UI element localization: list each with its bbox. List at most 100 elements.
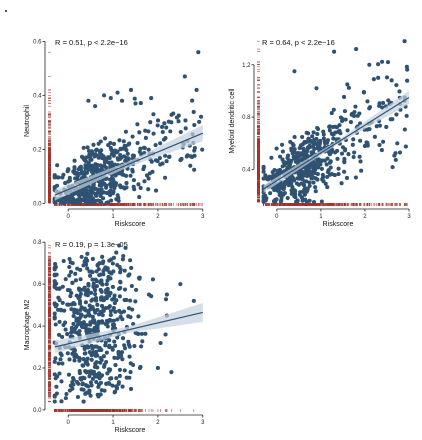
macrophage-data-point (97, 382, 102, 387)
myeloid-data-point (404, 64, 409, 69)
macrophage-data-point (129, 265, 134, 271)
macrophage-data-point (57, 371, 62, 376)
myeloid-data-point (312, 171, 317, 176)
myeloid-data-point (302, 192, 307, 197)
macrophage-data-point (66, 372, 71, 377)
neutrophil-data-point (124, 181, 129, 186)
macrophage-data-point (84, 390, 90, 395)
neutrophil-data-point (146, 147, 151, 152)
neutrophil-data-point (118, 153, 123, 158)
neutrophil-data-point (122, 143, 127, 148)
macrophage-data-point (89, 352, 94, 357)
macrophage-data-point (57, 298, 62, 303)
myeloid-data-point (380, 59, 385, 64)
macrophage-data-point (99, 388, 104, 393)
macrophage-data-point (120, 357, 125, 362)
myeloid-data-point (321, 129, 326, 134)
neutrophil-data-point (91, 182, 96, 188)
myeloid-data-point (381, 139, 386, 144)
macrophage-data-point (60, 361, 65, 366)
myeloid-data-point (376, 62, 381, 67)
macrophage-data-point (68, 269, 74, 274)
macrophage-data-point (87, 374, 92, 379)
myeloid-data-point (291, 154, 296, 159)
macrophage-data-point (94, 379, 99, 385)
neutrophil-data-point (86, 148, 92, 154)
myeloid-data-point (389, 78, 394, 83)
myeloid-data-point (303, 185, 308, 191)
myeloid-data-point (317, 141, 322, 146)
myeloid-data-point (353, 175, 358, 180)
neutrophil-data-point (138, 101, 143, 106)
myeloid-data-point (307, 139, 312, 144)
neutrophil-data-point (136, 182, 141, 187)
neutrophil-data-point (123, 129, 128, 134)
macrophage-data-point (94, 344, 99, 349)
neutrophil-data-point (112, 186, 117, 191)
neutrophil-data-point (166, 154, 172, 160)
myeloid-data-point (354, 47, 359, 52)
myeloid-data-point (315, 177, 320, 182)
macrophage-data-point (163, 297, 169, 302)
neutrophil-data-point (102, 163, 107, 168)
neutrophil-data-point (86, 166, 92, 171)
neutrophil-x-tick-label: 2 (156, 214, 160, 220)
myeloid-data-point (278, 185, 284, 190)
neutrophil-y-tick-label: 0.0 (33, 201, 42, 207)
myeloid-data-point (296, 176, 301, 181)
myeloid-axes: 0.4 0.8 1.2 0 1 2 3 (242, 63, 411, 220)
neutrophil-data-point (192, 167, 197, 172)
neutrophil-data-point (80, 154, 85, 159)
macrophage-data-point (114, 250, 119, 255)
myeloid-y-axis-title: Myeloid dendritic cell (229, 88, 236, 153)
myeloid-data-point (334, 125, 340, 130)
myeloid-dendritic-panel: R = 0.64, p < 2.2e−16 Riskscore Myeloid … (229, 38, 411, 228)
myeloid-data-point (321, 136, 326, 141)
macrophage-y-tick-label: 0.6 (33, 282, 42, 288)
macrophage-x-axis-title: Riskscore (115, 427, 146, 434)
neutrophil-data-point (128, 87, 134, 93)
myeloid-data-point (313, 189, 318, 194)
myeloid-data-point (263, 193, 268, 198)
myeloid-data-point (331, 136, 336, 141)
macrophage-data-point (78, 277, 83, 282)
neutrophil-data-point (102, 93, 107, 98)
macrophage-x-tick-label: 0 (67, 420, 71, 426)
macrophage-data-point (108, 309, 113, 314)
myeloid-data-point (272, 168, 277, 173)
macrophage-data-point (127, 354, 132, 359)
myeloid-data-point (319, 199, 324, 204)
macrophage-data-point (59, 379, 64, 384)
neutrophil-data-point (56, 175, 61, 180)
myeloid-data-point (359, 168, 364, 173)
myeloid-data-point (380, 100, 386, 105)
neutrophil-data-point (138, 185, 143, 191)
neutrophil-data-point (157, 156, 162, 161)
macrophage-data-point (77, 369, 82, 374)
myeloid-data-point (371, 77, 376, 82)
macrophage-data-point (52, 399, 57, 404)
neutrophil-data-point (142, 179, 147, 184)
macrophage-data-point (81, 387, 86, 392)
neutrophil-data-point (155, 123, 160, 128)
macrophage-data-point (83, 300, 88, 305)
neutrophil-data-point (141, 145, 147, 150)
myeloid-y-tick-label: 1.2 (242, 63, 251, 69)
neutrophil-data-point (131, 184, 136, 189)
neutrophil-data-point (130, 134, 135, 139)
macrophage-data-point (71, 375, 76, 381)
myeloid-data-point (278, 182, 283, 187)
neutrophil-data-point (130, 153, 135, 158)
myeloid-data-point (318, 162, 323, 167)
neutrophil-data-point (138, 146, 143, 151)
myeloid-data-point (269, 155, 274, 160)
macrophage-data-point (117, 308, 122, 314)
neutrophil-data-point (99, 190, 104, 195)
macrophage-data-point (136, 314, 141, 319)
neutrophil-data-point (93, 104, 98, 109)
macrophage-data-point (106, 367, 111, 372)
neutrophil-data-point (148, 120, 153, 125)
myeloid-data-point (322, 139, 327, 144)
macrophage-data-point (60, 334, 65, 339)
